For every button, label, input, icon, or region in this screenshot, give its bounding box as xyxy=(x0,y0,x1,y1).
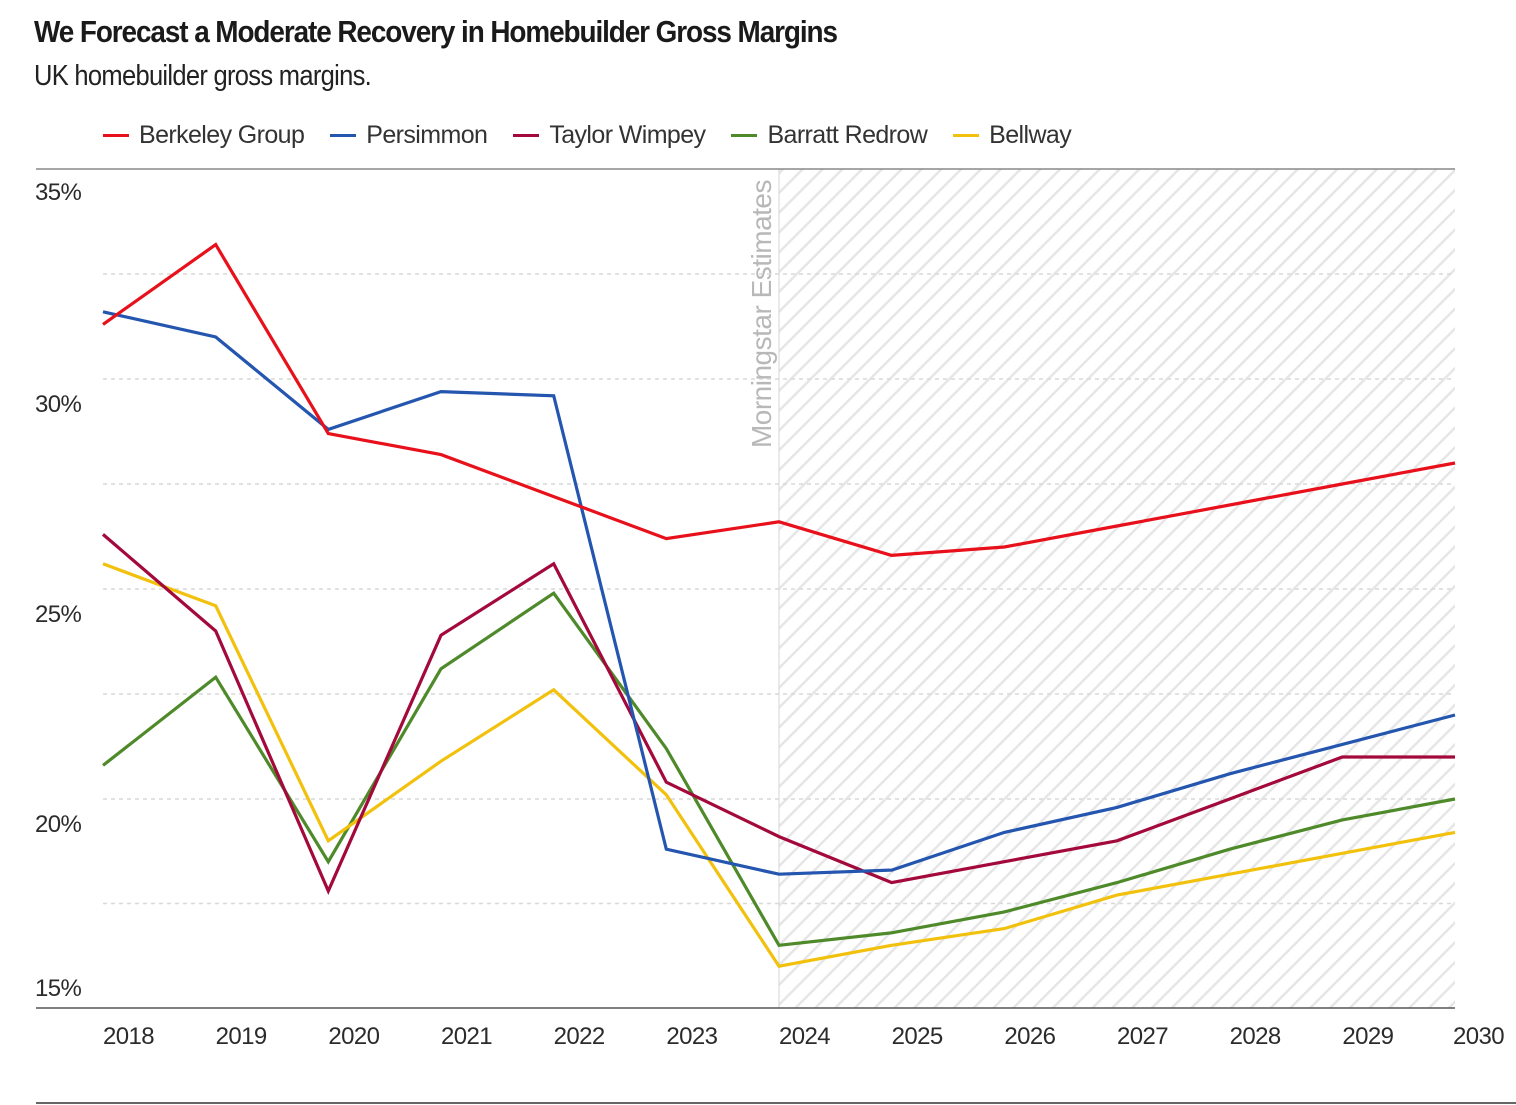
x-tick-label: 2027 xyxy=(1117,1023,1168,1050)
legend-item-persimmon: Persimmon xyxy=(330,120,488,150)
legend-swatch xyxy=(731,133,758,137)
legend-item-bellway: Bellway xyxy=(953,120,1072,150)
legend-label: Barratt Redrow xyxy=(767,120,928,149)
legend-swatch xyxy=(513,133,540,137)
x-tick-label: 2026 xyxy=(1004,1023,1055,1050)
y-tick-label: 20% xyxy=(35,811,81,838)
x-tick-label: 2019 xyxy=(216,1023,267,1050)
x-tick-label: 2025 xyxy=(892,1023,943,1050)
series-line-barratt-redrow xyxy=(102,591,1456,948)
y-tick-label: 15% xyxy=(35,975,81,1002)
legend-label: Bellway xyxy=(989,120,1072,149)
x-tick-label: 2024 xyxy=(779,1023,830,1050)
legend-swatch xyxy=(103,133,129,137)
legend-swatch xyxy=(330,133,357,137)
forecast-region xyxy=(779,169,1455,1008)
x-tick-label: 2021 xyxy=(441,1023,492,1050)
y-tick-label: 35% xyxy=(35,179,81,206)
x-tick-label: 2020 xyxy=(328,1023,379,1050)
legend-item-taylor-wimpey: Taylor Wimpey xyxy=(513,120,706,150)
legend-item-berkeley-group: Berkeley Group xyxy=(103,120,305,150)
legend-label: Berkeley Group xyxy=(139,120,305,149)
chart-legend: Berkeley Group Persimmon Taylor Wimpey Barr… xyxy=(103,118,1097,152)
forecast-label: Morningstar Estimates xyxy=(746,180,777,448)
legend-swatch xyxy=(953,133,980,137)
x-tick-label: 2028 xyxy=(1230,1023,1281,1050)
series-line-persimmon xyxy=(102,310,1456,876)
series-line-berkeley-group xyxy=(102,242,1456,558)
series-line-bellway xyxy=(102,562,1456,968)
series-line-taylor-wimpey xyxy=(101,533,1455,895)
y-tick-label: 25% xyxy=(35,601,81,628)
x-tick-label: 2030 xyxy=(1453,1023,1504,1050)
legend-label: Persimmon xyxy=(366,120,488,149)
x-tick-label: 2029 xyxy=(1342,1023,1393,1050)
chart-subtitle: UK homebuilder gross margins. xyxy=(34,60,372,92)
x-tick-label: 2022 xyxy=(554,1023,605,1050)
x-tick-label: 2018 xyxy=(103,1023,154,1050)
chart-title: We Forecast a Moderate Recovery in Homeb… xyxy=(34,14,838,49)
y-tick-label: 30% xyxy=(35,391,81,418)
legend-item-barratt-redrow: Barratt Redrow xyxy=(731,120,928,150)
legend-label: Taylor Wimpey xyxy=(549,120,706,149)
x-tick-label: 2023 xyxy=(666,1023,717,1050)
